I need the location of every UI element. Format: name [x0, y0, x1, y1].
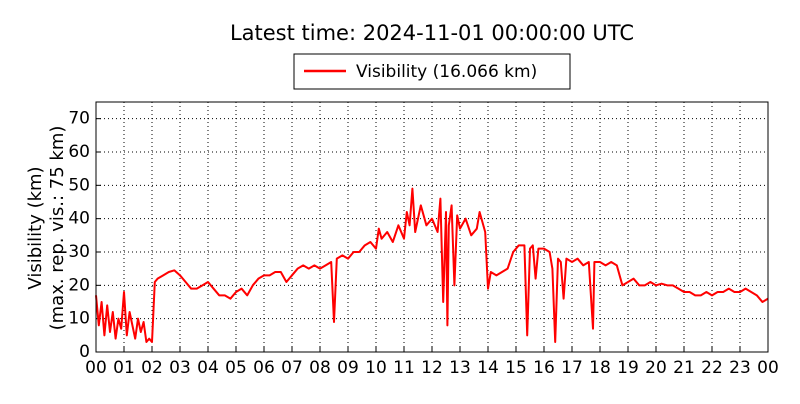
chart-title: Latest time: 2024-11-01 00:00:00 UTC: [230, 21, 634, 45]
y-tick-label: 40: [68, 209, 90, 229]
x-tick-label: 05: [225, 358, 247, 378]
plot-area: [95, 187, 769, 343]
x-tick-label: 11: [393, 358, 415, 378]
x-tick-label: 06: [253, 358, 275, 378]
x-tick-label: 13: [449, 358, 471, 378]
y-tick-label: 70: [68, 109, 90, 129]
x-tick-label: 00: [85, 358, 107, 378]
x-tick-label: 21: [673, 358, 695, 378]
y-axis-label: (max. rep. vis.: 75 km): [47, 126, 68, 331]
x-tick-label: 01: [113, 358, 135, 378]
plot-frame: [95, 101, 769, 353]
x-tick-label: 16: [533, 358, 555, 378]
x-tick-label: 02: [141, 358, 163, 378]
x-tick-label: 10: [365, 358, 387, 378]
x-tick-label: 09: [337, 358, 359, 378]
data-line: [95, 187, 769, 343]
x-tick-label: 07: [281, 358, 303, 378]
x-tick-label: 19: [617, 358, 639, 378]
y-tick-label: 20: [68, 275, 90, 295]
y-tick-label: 0: [79, 342, 90, 362]
x-tick-label: 15: [505, 358, 527, 378]
legend-label: Visibility (16.066 km): [356, 62, 537, 82]
x-tick-label: 22: [701, 358, 723, 378]
x-tick-label: 12: [421, 358, 443, 378]
x-tick-label: 08: [309, 358, 331, 378]
x-tick-label: 04: [197, 358, 219, 378]
x-tick-label: 20: [645, 358, 667, 378]
y-tick-label: 50: [68, 175, 90, 195]
y-axis-label: Visibility (km): [25, 166, 46, 289]
y-tick-label: 30: [68, 242, 90, 262]
x-tick-label: 03: [169, 358, 191, 378]
x-tick-label: 00: [757, 358, 779, 378]
x-tick-label: 18: [589, 358, 611, 378]
x-tick-label: 17: [561, 358, 583, 378]
x-tick-label: 14: [477, 358, 499, 378]
y-tick-label: 60: [68, 142, 90, 162]
y-tick-label: 10: [68, 309, 90, 329]
x-tick-label: 23: [729, 358, 751, 378]
